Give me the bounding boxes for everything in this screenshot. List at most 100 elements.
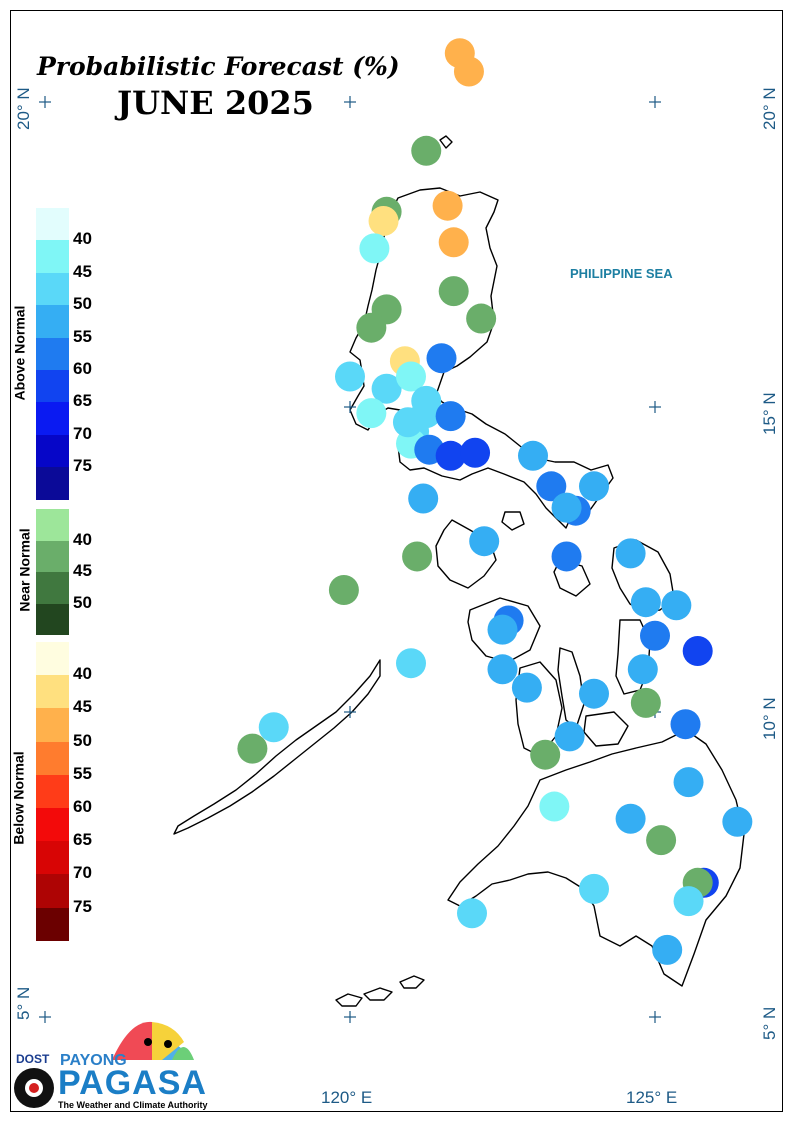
logo-agency: DOST	[16, 1052, 50, 1066]
grid-cross	[39, 96, 51, 108]
legend-swatch-near	[36, 603, 69, 635]
station-marker-above	[551, 492, 582, 523]
legend-swatch-above	[36, 370, 69, 403]
lat-label-5-right: 5° N	[760, 1006, 779, 1040]
station-marker-above	[536, 471, 567, 502]
legend-swatch-above	[36, 208, 69, 241]
lat-label-5-left: 5° N	[14, 986, 33, 1020]
legend-swatch-above	[36, 434, 69, 468]
station-marker-above	[579, 678, 609, 709]
station-marker-above	[640, 620, 670, 651]
grid-cross	[649, 401, 661, 413]
samar-coastline	[611, 539, 675, 613]
lat-label-20-left: 20° N	[14, 87, 33, 130]
legend-title-above: Above Normal	[11, 305, 28, 401]
station-marker-above	[396, 361, 426, 392]
station-marker-above	[615, 803, 646, 834]
grid-cross	[39, 1011, 51, 1023]
legend-swatch-below	[36, 841, 69, 875]
legend-tick-near: 40	[73, 529, 92, 549]
legend-swatch-below	[36, 907, 69, 941]
grid-cross	[344, 96, 356, 108]
sulu-islands	[335, 975, 425, 1007]
legend-title-below: Below Normal	[10, 751, 27, 845]
legend-swatch-below	[36, 774, 69, 808]
legend-tick-below: 45	[73, 697, 92, 717]
station-marker-above	[627, 654, 658, 685]
logo-tagline: The Weather and Climate Authority	[58, 1100, 208, 1110]
legend-swatch-above	[36, 467, 69, 500]
lon-label-120: 120° E	[321, 1088, 373, 1107]
station-marker-above	[396, 648, 426, 679]
station-marker-near	[411, 135, 442, 166]
lon-label-125: 125° E	[626, 1088, 678, 1107]
luzon-coastline	[349, 187, 614, 529]
legend-tick-above: 70	[73, 423, 92, 443]
legend-tick-below: 75	[73, 896, 92, 916]
legend-tick-above: 50	[73, 294, 92, 314]
station-marker-near	[530, 739, 561, 770]
station-marker-below	[368, 205, 399, 236]
station-marker-near	[328, 575, 359, 605]
legend-tick-below: 40	[73, 664, 92, 684]
grid-cross	[649, 96, 661, 108]
station-marker-above	[435, 401, 466, 432]
station-marker-below	[438, 227, 469, 258]
grid-cross	[344, 401, 356, 413]
masbate-coastline	[553, 559, 591, 597]
legend-swatch-below	[36, 808, 69, 842]
palawan-coastline	[173, 659, 381, 835]
legend-swatch-below	[36, 675, 69, 709]
pagasa-logo: DOST PAYONG PAGASA The Weather and Clima…	[12, 1020, 208, 1112]
station-marker-above	[469, 526, 500, 557]
station-marker-near	[630, 687, 661, 718]
legend-tick-below: 65	[73, 830, 92, 850]
legend-swatch-above	[36, 402, 69, 435]
station-marker-above	[630, 587, 661, 618]
lat-label-10-right: 10° N	[760, 697, 779, 740]
station-marker-above	[661, 590, 692, 621]
legend-tick-above: 75	[73, 456, 92, 476]
legend-swatch-below	[36, 741, 69, 775]
forecast-period: JUNE 2025	[117, 84, 314, 122]
legend-swatch-above	[36, 337, 69, 370]
map-title: Probabilistic Forecast (%)	[37, 52, 400, 81]
station-marker-above	[539, 791, 570, 822]
panay-coastline	[467, 597, 541, 663]
station-marker-near	[402, 541, 433, 572]
bohol-coastline	[583, 711, 629, 747]
station-marker-above	[673, 886, 704, 917]
mindanao-coastline	[447, 729, 745, 987]
station-marker-above	[426, 343, 457, 374]
station-marker-above	[359, 233, 390, 264]
station-marker-below	[432, 190, 463, 221]
station-marker-near	[356, 312, 387, 343]
marinduque-coastline	[501, 511, 525, 531]
legend-swatch-below	[36, 642, 69, 676]
station-marker-below	[453, 56, 484, 87]
legend-swatch-above	[36, 272, 69, 306]
station-marker-above	[487, 654, 518, 685]
station-marker-above	[335, 361, 365, 392]
legend-tick-above: 60	[73, 359, 92, 378]
batanes-islands	[439, 135, 453, 149]
legend-tick-below: 70	[73, 863, 92, 883]
legend-tick-below: 55	[73, 763, 92, 783]
legend-tick-below: 60	[73, 797, 92, 816]
legend-swatch-below	[36, 708, 69, 742]
logo-brand-top: PAYONG	[60, 1052, 127, 1069]
station-marker-above	[722, 806, 753, 837]
legend-tick-above: 65	[73, 391, 92, 411]
station-marker-above	[392, 407, 423, 438]
legend-tick-above: 55	[73, 326, 92, 346]
legend-tick-above: 45	[73, 261, 92, 281]
map-frame	[10, 10, 783, 1112]
station-marker-above	[258, 712, 289, 743]
station-marker-above	[579, 873, 609, 904]
lat-label-15-right: 15° N	[760, 392, 779, 435]
station-marker-above	[652, 934, 683, 965]
legend-title-near: Near Normal	[16, 528, 33, 612]
station-marker-near	[237, 733, 268, 764]
